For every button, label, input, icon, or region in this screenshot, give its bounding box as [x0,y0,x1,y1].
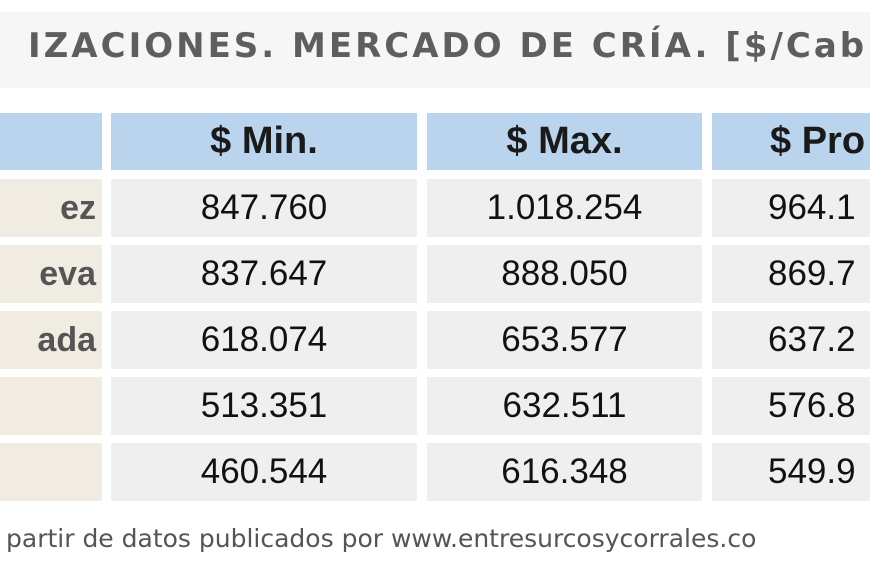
title-bar: IZACIONES. MERCADO DE CRÍA. [$/Cab [0,12,870,88]
row-prom: 964.1 [712,179,870,237]
row-max: 653.577 [427,311,702,369]
row-max: 632.511 [427,377,702,435]
row-label: eva [0,245,102,303]
header-prom: $ Pro [712,113,870,170]
row-min: 513.351 [111,377,417,435]
table-title: IZACIONES. MERCADO DE CRÍA. [$/Cab [28,26,868,66]
row-label [0,377,102,435]
header-label-cell [0,113,102,170]
row-label: ada [0,311,102,369]
row-max: 1.018.254 [427,179,702,237]
row-label [0,443,102,501]
row-max: 888.050 [427,245,702,303]
row-min: 618.074 [111,311,417,369]
row-prom: 637.2 [712,311,870,369]
row-max: 616.348 [427,443,702,501]
row-min: 847.760 [111,179,417,237]
row-prom: 576.8 [712,377,870,435]
row-label: ez [0,179,102,237]
header-min: $ Min. [111,113,417,170]
row-prom: 549.9 [712,443,870,501]
source-footnote: partir de datos publicados por www.entre… [6,524,757,553]
row-min: 460.544 [111,443,417,501]
row-min: 837.647 [111,245,417,303]
row-prom: 869.7 [712,245,870,303]
header-max: $ Max. [427,113,702,170]
